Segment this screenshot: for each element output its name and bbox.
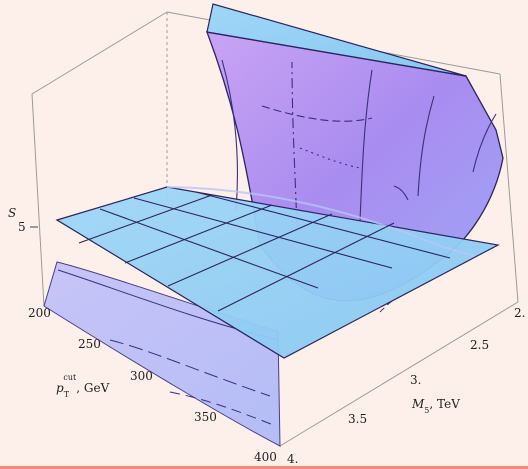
- surface-mesh: [221, 59, 497, 229]
- plane-intersection: [166, 186, 475, 257]
- x-tick-label: 300: [130, 369, 153, 383]
- x-axis: 200 250 300 350 400 pTcut, GeV: [28, 306, 277, 464]
- y-axis-label-main: M: [411, 397, 425, 411]
- x-axis-label: pTcut, GeV: [56, 373, 110, 399]
- y-axis: 2. 2.5 3. 3.5 4. M5, TeV: [287, 306, 525, 466]
- x-tick-label: 250: [78, 337, 101, 351]
- y-tick-label: 3.: [410, 373, 421, 387]
- constant-plane: [55, 186, 500, 359]
- y-axis-label: M5, TeV: [411, 397, 460, 415]
- y-axis-label-unit: , TeV: [429, 397, 460, 411]
- x-tick-label: 400: [254, 450, 277, 464]
- y-tick-label: 4.: [287, 452, 298, 466]
- plane-top-sliver: [206, 3, 467, 77]
- x-tick-label: 200: [28, 306, 51, 320]
- x-axis-label-sup: cut: [63, 373, 77, 382]
- y-tick-label: 3.5: [348, 412, 367, 426]
- x-axis-label-sub: T: [64, 390, 70, 399]
- x-axis-label-unit: , GeV: [76, 381, 109, 395]
- z-tick-label: 5: [18, 220, 26, 234]
- y-axis-label-sub: 5: [424, 406, 429, 415]
- y-tick-label: 2.: [514, 306, 525, 320]
- x-axis-label-main: p: [56, 381, 64, 395]
- y-tick-label: 2.5: [470, 338, 489, 352]
- z-axis-label: S: [8, 206, 16, 220]
- x-tick-label: 350: [194, 410, 217, 424]
- curved-surface-lower: [43, 261, 281, 447]
- plane-grid: [78, 191, 451, 312]
